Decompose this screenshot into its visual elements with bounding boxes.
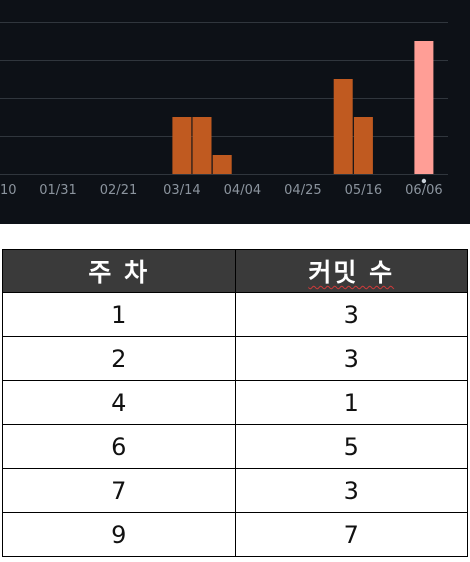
commit-count-cell: 5 [234,424,468,469]
x-tick-label: 05/16 [345,183,382,198]
bar[interactable] [414,41,434,174]
x-tick-label: 10 [0,183,17,198]
commit-count-cell: 1 [234,380,468,425]
bar-chart-svg: 10 01/31 02/21 03/14 04/04 04/25 05/16 06/06 [0,22,448,198]
commit-count-cell: 3 [234,292,468,337]
x-tick-label: 04/25 [284,183,321,198]
commit-count-table: 주 차 커밋 수 1 3 2 3 4 1 6 5 7 3 [2,249,468,557]
week-cell: 9 [2,512,236,557]
bar[interactable] [212,155,232,174]
table-row: 4 1 [2,380,468,425]
table-row: 2 3 [2,336,468,381]
header-commit-count-label: 커밋 수 [308,258,395,287]
bar[interactable] [172,117,192,174]
week-cell: 1 [2,292,236,337]
commit-activity-chart: 10 01/31 02/21 03/14 04/04 04/25 05/16 06/06 [0,0,470,224]
commit-count-cell: 3 [234,336,468,381]
table-row: 1 3 [2,292,468,337]
x-tick-label: 03/14 [163,183,200,198]
week-cell: 4 [2,380,236,425]
bar[interactable] [333,79,353,174]
table-row: 9 7 [2,512,468,557]
week-cell: 2 [2,336,236,381]
selected-indicator-dot [421,178,427,184]
bar[interactable] [353,117,373,174]
commit-count-cell: 3 [234,468,468,513]
x-tick-label: 01/31 [39,183,76,198]
x-tick-label: 06/06 [405,183,442,198]
bar[interactable] [192,117,212,174]
week-cell: 6 [2,424,236,469]
header-week: 주 차 [2,249,236,293]
x-tick-label: 04/04 [224,183,261,198]
commit-table-container: 주 차 커밋 수 1 3 2 3 4 1 6 5 7 3 [2,249,468,557]
x-tick-label: 02/21 [100,183,137,198]
commit-count-cell: 7 [234,512,468,557]
table-row: 7 3 [2,468,468,513]
table-row: 6 5 [2,424,468,469]
header-commit-count: 커밋 수 [234,249,468,293]
week-cell: 7 [2,468,236,513]
table-header-row: 주 차 커밋 수 [2,249,468,293]
